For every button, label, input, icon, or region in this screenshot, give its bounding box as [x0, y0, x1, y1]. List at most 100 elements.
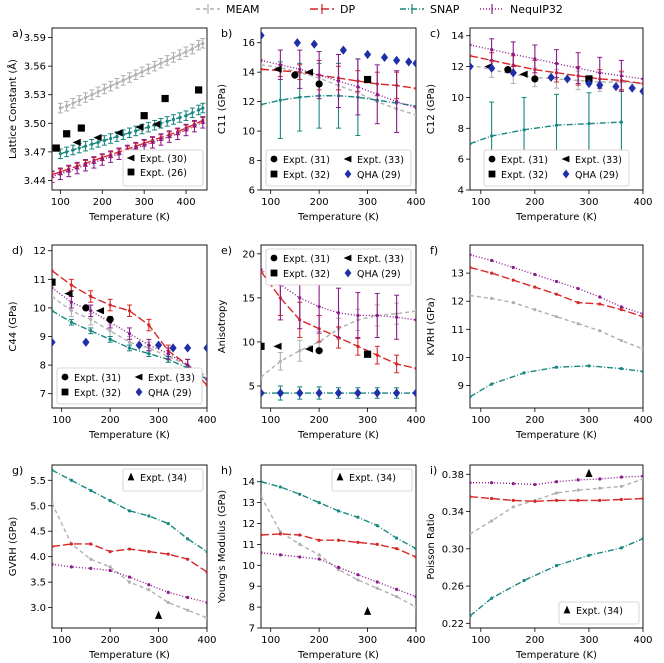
y-tick-label: 13: [242, 498, 255, 509]
series-point-meam: [77, 98, 81, 103]
series-point-snap: [554, 123, 559, 127]
series-point-nequip32: [598, 477, 602, 481]
x-tick-label: 400: [633, 415, 652, 426]
series-point-snap: [587, 364, 591, 368]
expt-marker: [296, 388, 304, 398]
legend-entry-label: Expt. (34): [349, 473, 396, 484]
legend-label: NequIP32: [510, 3, 563, 16]
series-point-dp: [108, 549, 112, 554]
series-point-meam: [166, 600, 170, 605]
series-point-nequip32: [192, 124, 197, 128]
series-point-snap: [52, 468, 54, 472]
legend-box: [558, 601, 640, 625]
series-point-nequip32: [83, 163, 88, 167]
y-tick-label: 6: [249, 186, 255, 197]
legend-marker: [488, 170, 496, 178]
legend-label: SNAP: [430, 3, 460, 16]
expt-marker: [405, 57, 413, 67]
series-point-meam: [90, 93, 94, 97]
series-point-dp: [414, 366, 416, 370]
series-point-nequip32: [533, 57, 537, 61]
expt-marker: [95, 307, 105, 315]
series-point-meam: [470, 532, 472, 536]
y-axis-label: C12 (GPa): [426, 84, 437, 134]
series-point-dp: [395, 362, 399, 366]
series-point-nequip32: [147, 343, 151, 347]
series-line-snap: [52, 310, 207, 381]
expt-marker: [154, 340, 163, 350]
series-line-dp: [470, 266, 643, 318]
x-tick-label: 400: [633, 197, 652, 208]
series-point-snap: [587, 122, 591, 126]
expt-marker: [273, 65, 282, 73]
series-point-nequip32: [490, 481, 494, 485]
series-point-snap: [470, 142, 472, 146]
series-point-snap: [71, 148, 75, 152]
expt-marker: [291, 71, 299, 79]
series-point-snap: [522, 578, 526, 583]
series-point-meam: [641, 477, 643, 481]
legend-entry-label: Expt. (31): [74, 373, 121, 384]
series-point-snap: [96, 140, 100, 144]
series-point-dp: [52, 544, 54, 549]
series-point-meam: [201, 41, 205, 45]
x-axis-label: Temperature (K): [88, 430, 170, 441]
series-line-snap: [470, 365, 643, 398]
series-point-meam: [140, 70, 144, 74]
series-point-dp: [554, 498, 559, 502]
series-point-meam: [83, 95, 88, 100]
series-point-snap: [115, 135, 119, 139]
series-point-snap: [90, 142, 94, 146]
y-tick-label: 5.5: [30, 476, 46, 487]
series-point-meam: [619, 338, 623, 343]
series-point-snap: [490, 134, 494, 138]
plot-area: [470, 38, 643, 171]
expt-marker: [585, 468, 593, 477]
series-point-meam: [89, 317, 93, 321]
series-point-meam: [127, 580, 132, 584]
x-tick-label: 300: [579, 197, 598, 208]
series-point-nequip32: [511, 482, 515, 486]
series-point-meam: [205, 616, 207, 620]
expt-marker: [470, 61, 474, 72]
series-point-snap: [470, 614, 472, 618]
plot-frame: [469, 464, 644, 629]
legend-marker: [561, 155, 570, 163]
panel-letter: d): [12, 244, 23, 257]
series-point-meam: [153, 64, 157, 68]
series-point-snap: [147, 352, 151, 356]
series-point-snap: [619, 120, 623, 124]
expt-marker: [412, 388, 416, 398]
y-tick-label: 0.30: [442, 544, 464, 555]
series-line-nequip32: [261, 269, 416, 321]
series-point-snap: [641, 536, 643, 541]
series-point-snap: [587, 553, 591, 557]
legend-box: [56, 367, 203, 405]
series-point-meam: [121, 78, 125, 83]
expt-marker: [152, 120, 161, 128]
panel-b: 100 200 300 400 6 8 10 12 14 16 Temperature (K) C11…: [217, 27, 426, 223]
expt-marker: [161, 94, 169, 103]
panel-legend: Expt. (30) Expt. (26): [122, 149, 204, 187]
legend-entry-label: Expt. (33): [357, 155, 404, 166]
series-point-snap: [298, 492, 302, 496]
series-point-meam: [490, 519, 494, 523]
panel-legend: Expt. (34): [558, 601, 640, 625]
series-point-nequip32: [201, 120, 205, 124]
expt-marker: [304, 345, 314, 353]
panel-legend: Expt. (31) Expt. (33) Expt. (32) QHA (29): [56, 367, 203, 405]
legend-box: [483, 149, 630, 187]
panel-legend: Expt. (34): [122, 468, 204, 492]
series-point-dp: [336, 538, 341, 542]
plot-frame: [51, 27, 208, 191]
expt-marker: [628, 83, 636, 93]
y-tick-label: 14: [451, 31, 464, 42]
series-point-nequip32: [641, 312, 643, 316]
series-point-dp: [147, 549, 151, 554]
series-point-meam: [261, 63, 263, 67]
series-point-snap: [69, 478, 73, 482]
series-point-dp: [641, 496, 643, 501]
legend-entry-label: QHA (29): [575, 170, 619, 181]
plot-frame: [260, 464, 417, 629]
series-point-dp: [533, 499, 537, 503]
